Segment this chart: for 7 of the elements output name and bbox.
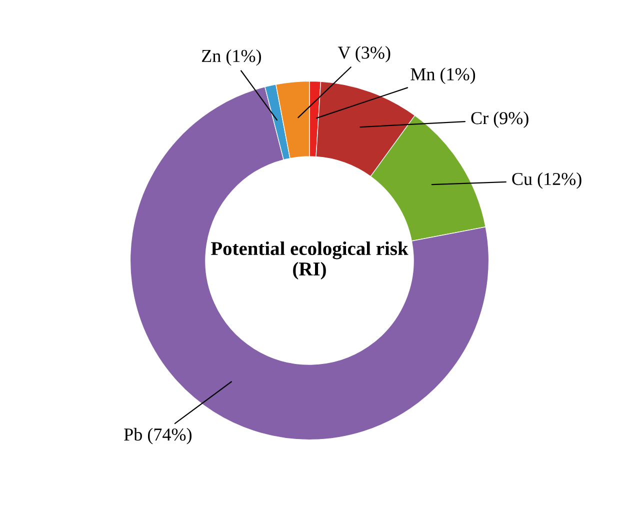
slice-label: Zn (1%) xyxy=(202,49,261,66)
slice-label: V (3%) xyxy=(338,46,390,62)
slice-label: Pb (74%) xyxy=(124,428,192,444)
text: Potential ecological risk (RI) xyxy=(211,241,408,280)
slice-label: Cu (12%) xyxy=(512,172,582,189)
slice-label: Cr (9%) xyxy=(471,112,528,128)
slice-label: Mn (1%) xyxy=(410,68,476,84)
